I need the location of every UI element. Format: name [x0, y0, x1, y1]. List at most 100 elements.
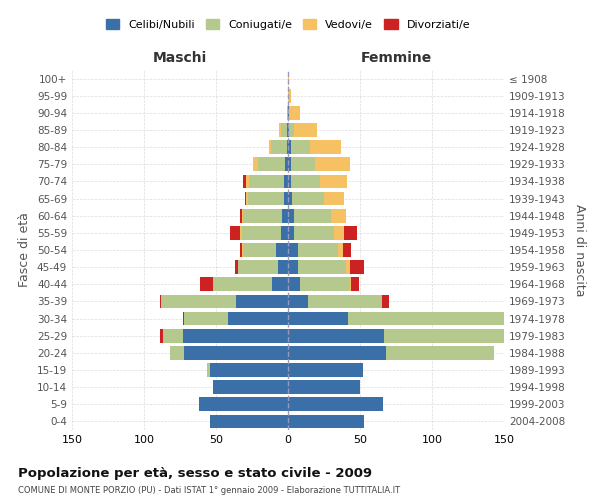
Bar	[289, 106, 299, 120]
Bar	[183, 329, 288, 342]
Bar	[183, 312, 184, 326]
Bar	[288, 363, 363, 377]
Bar	[291, 140, 310, 154]
Bar	[291, 174, 320, 188]
Bar	[249, 174, 284, 188]
Bar	[244, 209, 282, 222]
Bar	[294, 209, 331, 222]
Bar	[242, 243, 244, 257]
Text: Popolazione per età, sesso e stato civile - 2009: Popolazione per età, sesso e stato civil…	[18, 468, 372, 480]
Bar	[308, 294, 382, 308]
Bar	[288, 243, 298, 257]
Bar	[288, 260, 298, 274]
Bar	[386, 346, 494, 360]
Bar	[299, 278, 350, 291]
Bar	[163, 329, 183, 342]
Bar	[289, 123, 294, 137]
Bar	[310, 140, 341, 154]
Bar	[287, 140, 288, 154]
Bar	[352, 278, 359, 291]
Bar	[316, 158, 350, 171]
Bar	[287, 123, 288, 137]
Bar	[277, 243, 288, 257]
Bar	[385, 329, 521, 342]
Bar	[199, 398, 288, 411]
Y-axis label: Fasce di età: Fasce di età	[19, 212, 31, 288]
Bar	[278, 260, 288, 274]
Bar	[160, 294, 161, 308]
Bar	[288, 72, 289, 86]
Text: COMUNE DI MONTE PORZIO (PU) - Dati ISTAT 1° gennaio 2009 - Elaborazione TUTTITAL: COMUNE DI MONTE PORZIO (PU) - Dati ISTAT…	[18, 486, 400, 495]
Bar	[245, 192, 246, 205]
Bar	[288, 398, 383, 411]
Bar	[200, 278, 213, 291]
Bar	[291, 158, 316, 171]
Bar	[288, 380, 360, 394]
Bar	[246, 192, 248, 205]
Bar	[213, 380, 288, 394]
Bar	[246, 174, 249, 188]
Text: Maschi: Maschi	[153, 51, 207, 65]
Bar	[227, 312, 288, 326]
Bar	[241, 226, 242, 239]
Bar	[288, 209, 294, 222]
Bar	[320, 174, 347, 188]
Bar	[184, 312, 227, 326]
Y-axis label: Anni di nascita: Anni di nascita	[572, 204, 586, 296]
Bar	[241, 209, 242, 222]
Bar	[288, 158, 291, 171]
Bar	[346, 260, 350, 274]
Bar	[269, 140, 271, 154]
Bar	[281, 123, 287, 137]
Bar	[281, 226, 288, 239]
Bar	[287, 106, 288, 120]
Bar	[280, 123, 281, 137]
Bar	[271, 140, 287, 154]
Bar	[288, 294, 308, 308]
Bar	[244, 243, 277, 257]
Bar	[213, 278, 272, 291]
Bar	[160, 329, 163, 342]
Bar	[298, 260, 346, 274]
Bar	[282, 209, 288, 222]
Bar	[288, 89, 291, 102]
Bar	[324, 192, 344, 205]
Bar	[382, 294, 389, 308]
Bar	[294, 123, 317, 137]
Bar	[288, 312, 349, 326]
Bar	[344, 226, 357, 239]
Bar	[343, 243, 352, 257]
Bar	[242, 209, 244, 222]
Bar	[298, 243, 338, 257]
Bar	[235, 260, 238, 274]
Bar	[170, 346, 184, 360]
Bar	[288, 278, 299, 291]
Bar	[294, 226, 334, 239]
Bar	[210, 414, 288, 428]
Bar	[210, 363, 288, 377]
Legend: Celibi/Nubili, Coniugati/e, Vedovi/e, Divorziati/e: Celibi/Nubili, Coniugati/e, Vedovi/e, Di…	[101, 14, 475, 34]
Bar	[532, 312, 533, 326]
Bar	[242, 226, 281, 239]
Bar	[248, 192, 284, 205]
Text: Femmine: Femmine	[361, 51, 431, 65]
Bar	[292, 192, 324, 205]
Bar	[288, 414, 364, 428]
Bar	[288, 226, 294, 239]
Bar	[350, 260, 364, 274]
Bar	[161, 294, 236, 308]
Bar	[350, 278, 352, 291]
Bar	[331, 209, 346, 222]
Bar	[241, 243, 242, 257]
Bar	[238, 260, 278, 274]
Bar	[258, 158, 285, 171]
Bar	[288, 192, 292, 205]
Bar	[334, 226, 344, 239]
Bar	[285, 158, 288, 171]
Bar	[236, 294, 288, 308]
Bar	[288, 174, 291, 188]
Bar	[349, 312, 532, 326]
Bar	[288, 106, 289, 120]
Bar	[253, 158, 258, 171]
Bar	[230, 226, 241, 239]
